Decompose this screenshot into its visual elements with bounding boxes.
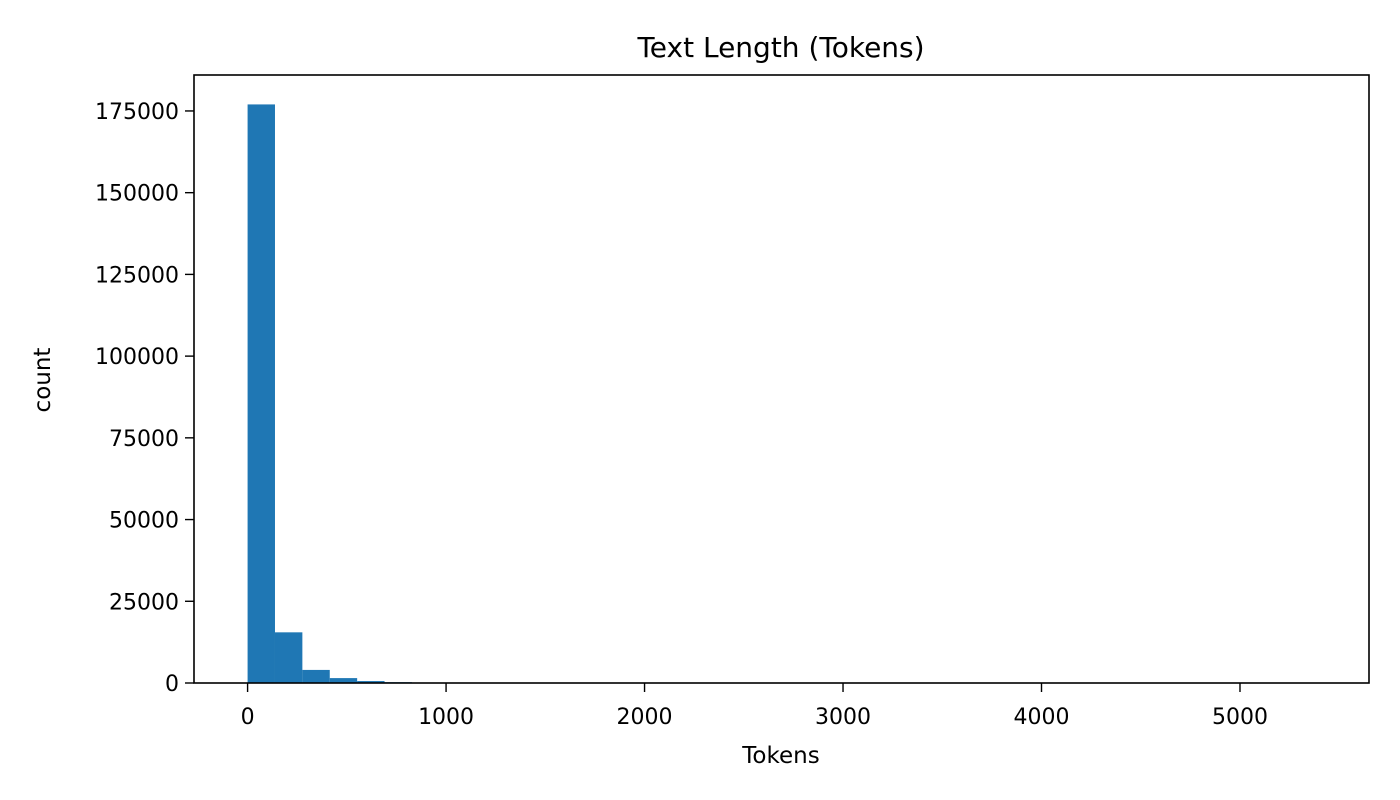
- plot-frame: [193, 74, 1370, 684]
- x-tick-label: 0: [241, 705, 255, 730]
- y-tick-label: 50000: [109, 509, 179, 534]
- y-tick-label: 75000: [109, 427, 179, 452]
- x-tick-label: 3000: [815, 705, 871, 730]
- x-tick-label: 4000: [1014, 705, 1070, 730]
- histogram-bar-1: [274, 632, 303, 683]
- histogram-bar-4: [357, 681, 385, 683]
- x-tick-label: 5000: [1212, 705, 1268, 730]
- histogram-bar-2: [302, 669, 330, 683]
- histogram-bar-3: [329, 678, 358, 683]
- x-tick-label: 1000: [418, 705, 474, 730]
- y-tick-label: 100000: [95, 345, 179, 370]
- y-tick-label: 175000: [95, 100, 179, 125]
- y-tick-label: 0: [165, 672, 179, 697]
- x-axis-label: Tokens: [741, 743, 819, 769]
- y-tick-label: 25000: [109, 590, 179, 615]
- y-axis-label: count: [30, 348, 56, 413]
- y-tick-label: 150000: [95, 182, 179, 207]
- x-tick-label: 2000: [617, 705, 673, 730]
- chart-title: Text Length (Tokens): [636, 31, 924, 64]
- bars-group: [247, 104, 549, 684]
- x-axis-ticks: 0 1000 2000 3000 4000 5000: [241, 683, 1268, 730]
- histogram-bar-0: [247, 104, 275, 684]
- y-tick-label: 125000: [95, 263, 179, 288]
- y-axis-ticks: 0 25000 50000 75000 100000 125000 150000 175000: [95, 100, 194, 697]
